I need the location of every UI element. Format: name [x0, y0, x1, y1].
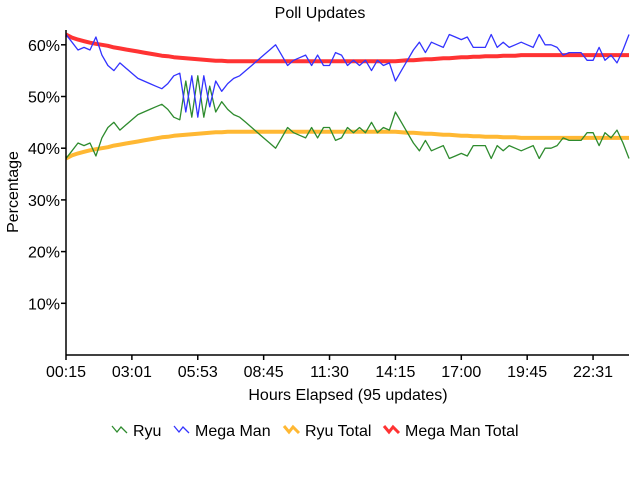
y-tick-label: 20% — [28, 245, 60, 262]
series-layer — [65, 32, 630, 161]
legend-label: Mega Man Total — [405, 423, 519, 440]
y-tick-label: 10% — [28, 296, 60, 313]
y-tick-label: 60% — [28, 38, 60, 55]
legend-item-mega-man: Mega Man — [173, 423, 271, 440]
x-tick-label: 03:01 — [112, 364, 152, 381]
x-tick-label: 00:15 — [46, 364, 86, 381]
series-line-ryu-total — [65, 129, 629, 161]
legend: Ryu Mega Man Ryu Total Mega Man Total — [111, 423, 519, 440]
x-tick-label: 11:30 — [310, 364, 349, 381]
series-line-mega-man-total — [65, 32, 629, 64]
x-tick-label: 17:00 — [441, 364, 481, 381]
y-tick-label: 40% — [28, 141, 60, 158]
chart-title: Poll Updates — [275, 5, 366, 22]
x-tick-label: 08:45 — [244, 364, 284, 381]
y-axis-label: Percentage — [5, 151, 22, 233]
legend-swatch-icon — [111, 425, 128, 434]
legend-item-ryu: Ryu — [111, 423, 161, 440]
legend-label: Ryu — [133, 423, 161, 440]
x-tick-label: 22:31 — [573, 364, 613, 381]
legend-item-ryu-total: Ryu Total — [282, 423, 371, 440]
x-tick-label: 19:45 — [507, 364, 547, 381]
x-tick-label: 14:15 — [375, 364, 415, 381]
series-line-ryu — [65, 75, 630, 160]
y-tick-label: 50% — [28, 90, 60, 107]
legend-swatch-icon — [382, 424, 401, 435]
legend-label: Ryu Total — [305, 423, 371, 440]
x-ticks: 00:15 03:01 05:53 08:45 11:30 14:15 17:00 19:45… — [46, 355, 613, 381]
y-tick-label: 30% — [28, 193, 60, 210]
legend-label: Mega Man — [195, 423, 271, 440]
x-axis-label: Hours Elapsed (95 updates) — [248, 387, 447, 404]
legend-swatch-icon — [282, 424, 301, 435]
series-line-mega-man — [65, 33, 630, 118]
legend-item-mega-man-total: Mega Man Total — [382, 423, 519, 440]
legend-swatch-icon — [173, 425, 190, 434]
x-tick-label: 05:53 — [178, 364, 218, 381]
y-ticks: 10% 20% 30% 40% 50% 60% — [28, 38, 66, 313]
